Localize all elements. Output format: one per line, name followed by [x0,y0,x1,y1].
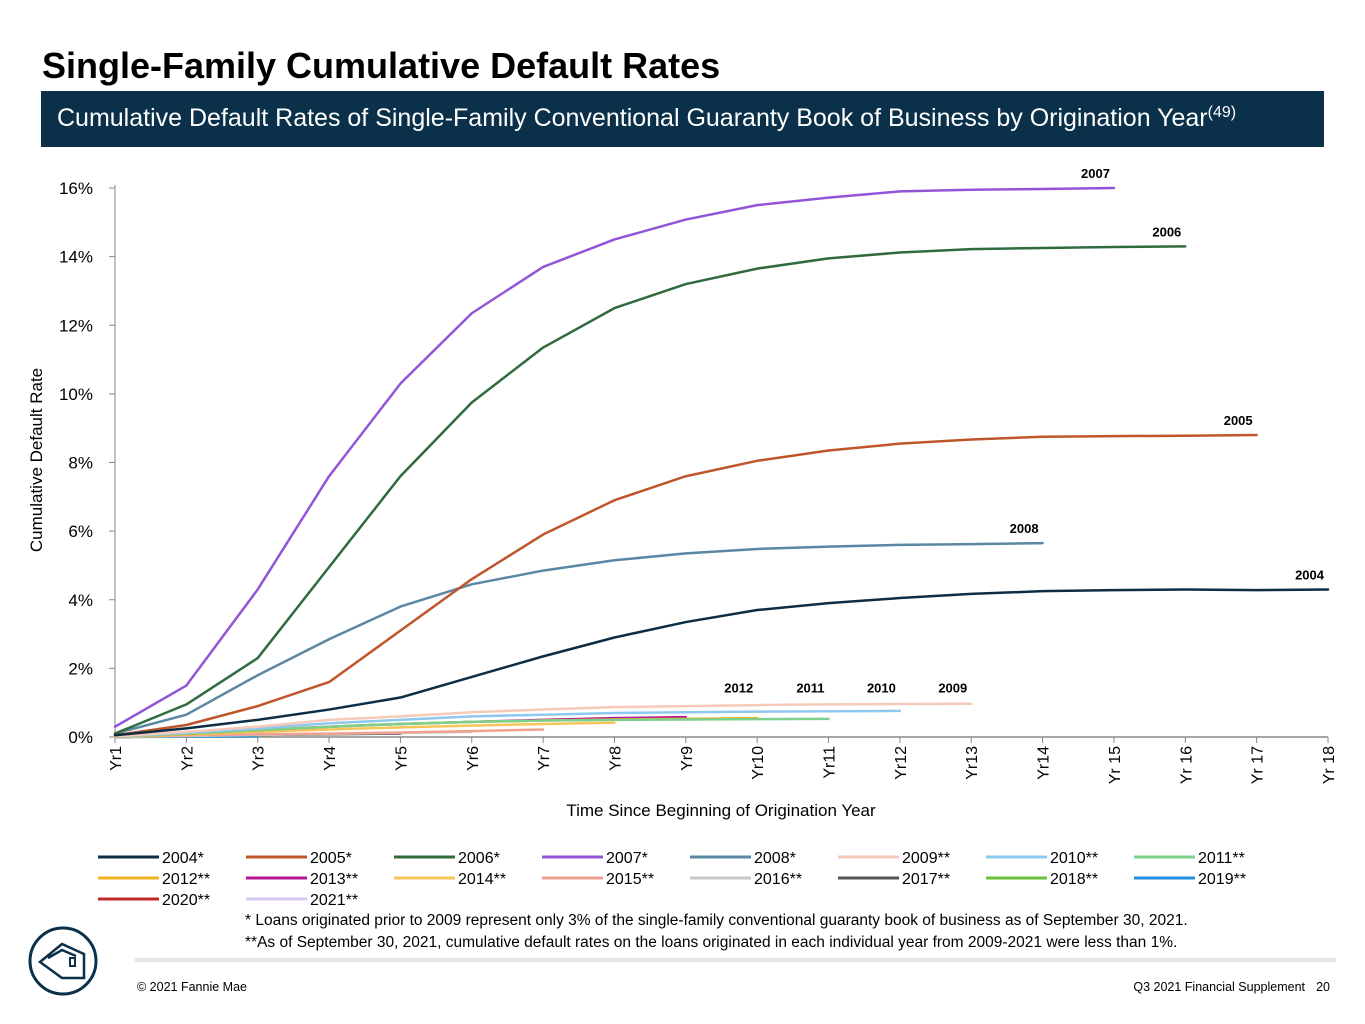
footnote: * Loans originated prior to 2009 represe… [245,912,1188,929]
y-tick-label: 16% [59,179,93,198]
footnote: **As of September 30, 2021, cumulative d… [245,934,1177,951]
series-line [113,541,1044,735]
subtitle: Cumulative Default Rates of Single-Famil… [57,104,1236,132]
y-tick-label: 12% [59,316,93,335]
legend-label: 2017** [902,871,950,888]
x-tick-label: Yr6 [465,746,482,771]
document-name: Q3 2021 Financial Supplement [1133,980,1305,994]
legend-label: 2015** [606,871,654,888]
legend-label: 2021** [310,892,358,909]
subtitle-note: (49) [1208,104,1236,121]
legend-label: 2016** [754,871,802,888]
slide-title: Single-Family Cumulative Default Rates [42,45,720,86]
y-tick-label: 14% [59,248,93,267]
y-tick-label: 4% [68,591,93,610]
logo [28,926,98,996]
x-tick-label: Yr10 [750,746,767,780]
subtitle-banner [41,91,1324,147]
series-end-label: 2006 [1152,224,1181,239]
x-axis-label: Time Since Beginning of Origination Year [566,801,876,820]
series-end-label: 2008 [1010,521,1039,536]
y-tick-label: 0% [68,728,93,747]
legend-label: 2013** [310,871,358,888]
series-end-label: 2010 [867,680,896,695]
legend-label: 2010** [1050,850,1098,867]
series-end-label: 2007 [1081,166,1110,181]
x-tick-label: Yr14 [1036,746,1053,780]
x-tick-label: Yr8 [607,746,624,771]
x-tick-label: Yr 18 [1321,746,1338,784]
x-tick-label: Yr7 [536,746,553,771]
x-tick-label: Yr 15 [1107,746,1124,784]
series-line [113,186,1116,728]
series-line [113,702,973,738]
x-tick-label: Yr 17 [1250,746,1267,784]
y-axis-label: Cumulative Default Rate [27,368,46,552]
series-end-label: 2011 [796,680,824,695]
x-tick-label: Yr9 [679,746,696,771]
subtitle-text: Cumulative Default Rates of Single-Famil… [57,104,1208,132]
y-tick-label: 6% [68,522,93,541]
copyright: © 2021 Fannie Mae [137,980,247,994]
page-number: 20 [1316,980,1330,994]
series-end-label: 2005 [1224,413,1253,428]
legend-label: 2005* [310,850,352,867]
x-tick-label: Yr3 [251,746,268,771]
y-tick-label: 2% [68,659,93,678]
legend-label: 2007* [606,850,648,867]
legend-label: 2006* [458,850,500,867]
legend-label: 2004* [162,850,204,867]
legend-label: 2019** [1198,871,1246,888]
legend-label: 2018** [1050,871,1098,888]
legend-label: 2009** [902,850,950,867]
x-tick-label: Yr13 [964,746,981,780]
series-line [113,588,1330,737]
series-end-label: 2004 [1295,567,1325,582]
x-tick-label: Yr12 [893,746,910,780]
series-line [113,245,1187,735]
x-tick-label: Yr1 [108,746,125,771]
legend-label: 2020** [162,892,210,909]
series-line [113,433,1258,737]
y-tick-label: 10% [59,385,93,404]
legend-label: 2008* [754,850,796,867]
x-tick-label: Yr 16 [1178,746,1195,784]
legend-label: 2012** [162,871,210,888]
legend-label: 2011** [1198,850,1245,867]
y-tick-label: 8% [68,454,93,473]
x-tick-label: Yr11 [822,746,839,779]
series-line [113,709,902,738]
x-tick-label: Yr4 [322,746,339,771]
series-end-label: 2009 [938,680,967,695]
x-tick-label: Yr5 [393,746,410,771]
x-tick-label: Yr2 [179,746,196,771]
legend-label: 2014** [458,871,506,888]
series-end-label: 2012 [724,680,753,695]
series-line [113,717,830,738]
